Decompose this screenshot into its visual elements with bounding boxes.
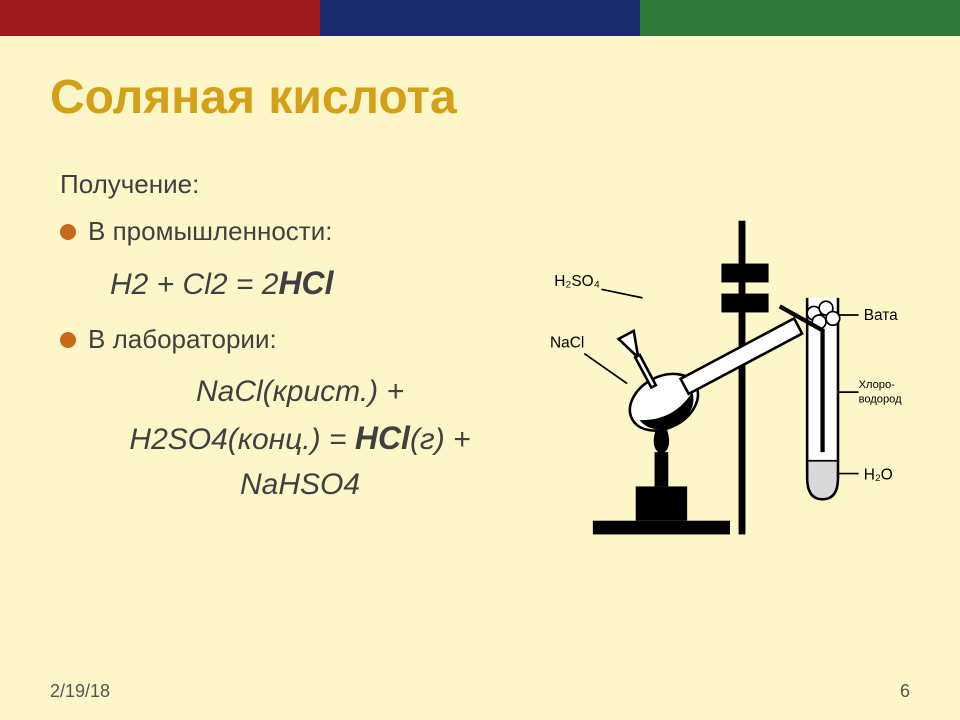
lab-label: В лаборатории:	[88, 324, 277, 355]
footer-page: 6	[900, 681, 910, 702]
slide: Соляная кислота Получение: В промышленно…	[0, 0, 960, 720]
page-title: Соляная кислота	[50, 70, 910, 125]
lab-eqn-l1b: +	[378, 375, 404, 408]
diagram-label-hcl-1: Хлоро-	[859, 379, 896, 391]
top-stripe	[0, 0, 960, 36]
content-area: Получение: В промышленности: H2 + Cl2 = …	[50, 155, 910, 575]
diagram-label-h2so4: H₂SO₄	[554, 273, 600, 290]
bullet-icon	[60, 224, 76, 240]
stripe-red	[0, 0, 320, 36]
industry-bullet: В промышленности:	[60, 216, 550, 247]
diagram-label-nacl: NaCl	[550, 335, 584, 352]
diagram-label-h2o: H₂O	[864, 467, 893, 484]
footer-date: 2/19/18	[50, 681, 110, 702]
lab-eqn-l2b: =	[321, 423, 355, 456]
lab-equation: NaCl(крист.) + H2SO4(конц.) = HCl(г) + N…	[50, 369, 550, 507]
bullet-icon	[60, 332, 76, 348]
industry-eqn-lhs: H2 + Cl2 = 2	[110, 268, 278, 301]
lab-eqn-l2a: H2SO4(конц.)	[129, 423, 320, 456]
industry-equation: H2 + Cl2 = 2HCl	[110, 261, 550, 306]
diagram-label-hcl-2: водород	[859, 393, 903, 405]
industry-label: В промышленности:	[88, 216, 332, 247]
stripe-green	[640, 0, 960, 36]
lab-eqn-l1a: NaCl(крист.)	[196, 375, 378, 408]
lab-eqn-l3: NaHSO4	[240, 468, 360, 501]
apparatus-diagram: H₂SO₄ NaCl Вата Хлоро- водород H₂O	[550, 175, 910, 575]
lab-eqn-l2d: (г)	[410, 423, 445, 456]
footer: 2/19/18 6	[50, 681, 910, 702]
text-column: Получение: В промышленности: H2 + Cl2 = …	[50, 155, 550, 525]
lab-eqn-l2c: HCl	[355, 420, 410, 456]
lab-bullet: В лаборатории:	[60, 324, 550, 355]
industry-eqn-prod: HCl	[278, 265, 333, 301]
stripe-blue	[320, 0, 640, 36]
obtain-label: Получение:	[60, 169, 550, 200]
diagram-label-vata: Вата	[864, 307, 898, 324]
lab-eqn-l2e: +	[445, 423, 471, 456]
